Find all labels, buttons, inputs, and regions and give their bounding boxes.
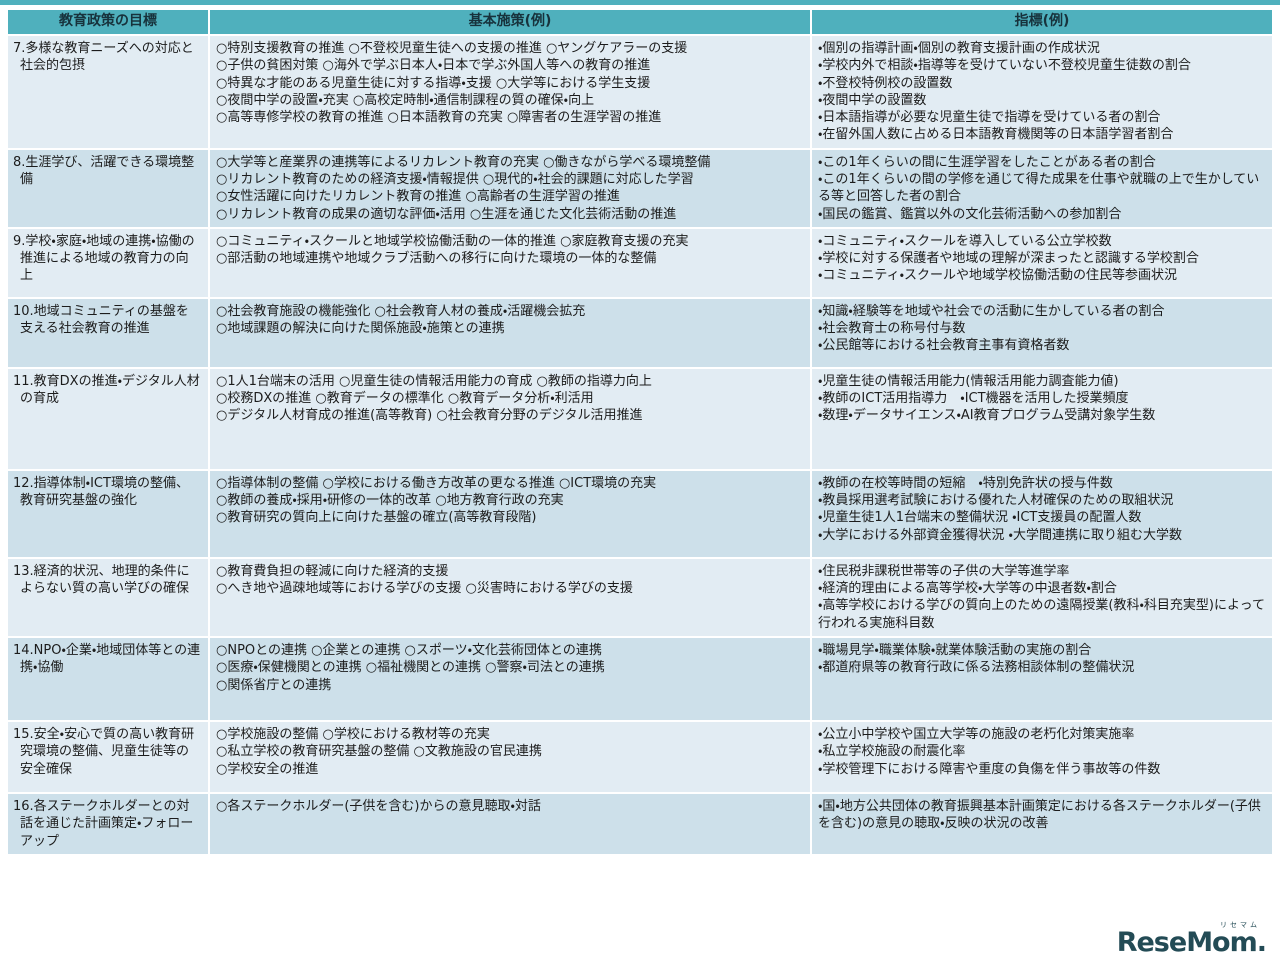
- table-row-goal-12: 12.指導体制・ICT環境の整備、教育研究基盤の強化 ○指導体制の整備 ○学校に…: [8, 470, 1272, 557]
- indicators-cell: ・住民税非課税世帯等の子供の大学等進学率 ・経済的理由による高等学校・大学等の中…: [812, 558, 1272, 636]
- indicators-cell: ・児童生徒の情報活用能力(情報活用能力調査能力値) ・教師のICT活用指導力 ・…: [812, 368, 1272, 469]
- indicators-cell: ・国・地方公共団体の教育振興基本計画策定における各ステークホルダー(子供を含む)…: [812, 793, 1272, 854]
- goal-cell: 16.各ステークホルダーとの対話を通じた計画策定・フォローアップ: [8, 793, 208, 854]
- table-header-row: 教育政策の目標 基本施策(例) 指標(例): [8, 10, 1272, 34]
- goal-cell: 10.地域コミュニティの基盤を支える社会教育の推進: [8, 298, 208, 367]
- table-row-goal-13: 13.経済的状況、地理的条件によらない質の高い学びの確保 ○教育費負担の軽減に向…: [8, 558, 1272, 636]
- table-row-goal-7: 7.多様な教育ニーズへの対応と社会的包摂 ○特別支援教育の推進 ○不登校児童生徒…: [8, 36, 1272, 148]
- indicators-cell: ・この1年くらいの間に生涯学習をしたことがある者の割合 ・この1年くらいの間の学…: [812, 149, 1272, 227]
- goal-cell: 13.経済的状況、地理的条件によらない質の高い学びの確保: [8, 558, 208, 636]
- measures-cell: ○学校施設の整備 ○学校における教材等の充実 ○私立学校の教育研究基盤の整備 ○…: [210, 721, 810, 792]
- goal-cell: 12.指導体制・ICT環境の整備、教育研究基盤の強化: [8, 470, 208, 557]
- measures-cell: ○特別支援教育の推進 ○不登校児童生徒への支援の推進 ○ヤングケアラーの支援 ○…: [210, 36, 810, 148]
- column-header-measures: 基本施策(例): [210, 10, 810, 34]
- measures-cell: ○指導体制の整備 ○学校における働き方改革の更なる推進 ○ICT環境の充実 ○教…: [210, 470, 810, 557]
- table-row-goal-16: 16.各ステークホルダーとの対話を通じた計画策定・フォローアップ ○各ステークホ…: [8, 793, 1272, 854]
- table-row-goal-9: 9.学校・家庭・地域の連携・協働の推進による地域の教育力の向上 ○コミュニティ・…: [8, 228, 1272, 297]
- column-header-indicators: 指標(例): [812, 10, 1272, 34]
- measures-cell: ○コミュニティ・スクールと地域学校協働活動の一体的推進 ○家庭教育支援の充実 ○…: [210, 228, 810, 297]
- measures-cell: ○NPOとの連携 ○企業との連携 ○スポーツ・文化芸術団体との連携 ○医療・保健…: [210, 637, 810, 720]
- indicators-cell: ・教師の在校等時間の短縮 ・特別免許状の授与件数 ・教員採用選考試験における優れ…: [812, 470, 1272, 557]
- measures-cell: ○大学等と産業界の連携等によるリカレント教育の充実 ○働きながら学べる環境整備 …: [210, 149, 810, 227]
- logo-ruby-text: リセマム: [1220, 921, 1260, 929]
- goal-cell: 14.NPO・企業・地域団体等との連携・協働: [8, 637, 208, 720]
- indicators-cell: ・公立小中学校や国立大学等の施設の老朽化対策実施率 ・私立学校施設の耐震化率 ・…: [812, 721, 1272, 792]
- column-header-goals: 教育政策の目標: [8, 10, 208, 34]
- measures-cell: ○社会教育施設の機能強化 ○社会教育人材の養成・活躍機会拡充 ○地域課題の解決に…: [210, 298, 810, 367]
- goal-cell: 9.学校・家庭・地域の連携・協働の推進による地域の教育力の向上: [8, 228, 208, 297]
- indicators-cell: ・コミュニティ・スクールを導入している公立学校数 ・学校に対する保護者や地域の理…: [812, 228, 1272, 297]
- indicators-cell: ・個別の指導計画・個別の教育支援計画の作成状況 ・学校内外で相談・指導等を受けて…: [812, 36, 1272, 148]
- table-row-goal-11: 11.教育DXの推進・デジタル人材の育成 ○1人1台端末の活用 ○児童生徒の情報…: [8, 368, 1272, 469]
- indicators-cell: ・職場見学・職業体験・就業体験活動の実施の割合 ・都道府県等の教育行政に係る法務…: [812, 637, 1272, 720]
- goal-cell: 11.教育DXの推進・デジタル人材の育成: [8, 368, 208, 469]
- measures-cell: ○各ステークホルダー(子供を含む)からの意見聴取・対話: [210, 793, 810, 854]
- goal-cell: 15.安全・安心で質の高い教育研究環境の整備、児童生徒等の安全確保: [8, 721, 208, 792]
- measures-cell: ○教育費負担の軽減に向けた経済的支援 ○へき地や過疎地域等における学びの支援 ○…: [210, 558, 810, 636]
- resemom-logo: リセマム ReseMom.: [1116, 921, 1267, 956]
- measures-cell: ○1人1台端末の活用 ○児童生徒の情報活用能力の育成 ○教師の指導力向上 ○校務…: [210, 368, 810, 469]
- indicators-cell: ・知識・経験等を地域や社会での活動に生かしている者の割合 ・社会教育士の称号付与…: [812, 298, 1272, 367]
- table-row-goal-14: 14.NPO・企業・地域団体等との連携・協働 ○NPOとの連携 ○企業との連携 …: [8, 637, 1272, 720]
- table-row-goal-15: 15.安全・安心で質の高い教育研究環境の整備、児童生徒等の安全確保 ○学校施設の…: [8, 721, 1272, 792]
- table-row-goal-10: 10.地域コミュニティの基盤を支える社会教育の推進 ○社会教育施設の機能強化 ○…: [8, 298, 1272, 367]
- goal-cell: 7.多様な教育ニーズへの対応と社会的包摂: [8, 36, 208, 148]
- goal-cell: 8.生涯学び、活躍できる環境整備: [8, 149, 208, 227]
- top-accent-bar: [0, 0, 1280, 5]
- logo-text: ReseMom.: [1116, 927, 1267, 956]
- policy-table: 教育政策の目標 基本施策(例) 指標(例) 7.多様な教育ニーズへの対応と社会的…: [8, 10, 1272, 854]
- footer: リセマム ReseMom.: [1116, 912, 1267, 956]
- table-row-goal-8: 8.生涯学び、活躍できる環境整備 ○大学等と産業界の連携等によるリカレント教育の…: [8, 149, 1272, 227]
